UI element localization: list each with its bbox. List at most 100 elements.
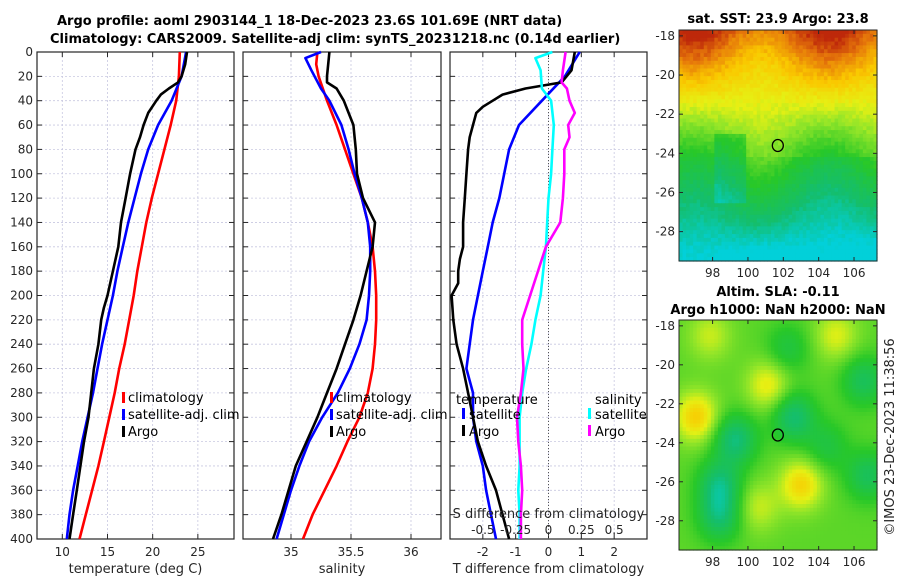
y-tick-label: 120: [10, 191, 33, 205]
series-line-temperature-argo: [68, 51, 189, 540]
secondary-x-tick-label: 0.25: [568, 523, 595, 537]
map-x-tick-label: 102: [772, 266, 795, 280]
map-x-tick-label: 100: [736, 266, 759, 280]
y-tick-label: 220: [10, 313, 33, 327]
map-y-tick-label: -28: [655, 514, 675, 528]
legend-swatch-s-satellite: [588, 408, 591, 419]
sst-map: [678, 29, 878, 262]
x-tick-label: 25: [190, 545, 205, 559]
x-tick-label: -1: [510, 545, 522, 559]
x-tick-label: 2: [610, 545, 618, 559]
y-tick-label: 340: [10, 459, 33, 473]
map-frame: [678, 29, 878, 262]
x-tick-label: 35: [283, 545, 298, 559]
series-line-salinity-satellite-adj: [275, 50, 372, 540]
legend-entry-label: climatology: [128, 391, 204, 406]
sst-map-title: sat. SST: 23.9 Argo: 23.8: [687, 12, 868, 27]
map-x-tick-label: 100: [736, 555, 759, 569]
map-x-tick-label: 102: [772, 555, 795, 569]
legend-swatch-s-argo: [588, 425, 591, 436]
y-tick-label: 80: [18, 142, 33, 156]
legend-entry-label: Argo: [595, 425, 625, 440]
legend-entry-label: Argo: [336, 425, 366, 440]
legend-entry-label: Argo: [469, 425, 499, 440]
y-tick-label: 360: [10, 483, 33, 497]
y-tick-label: 140: [10, 215, 33, 229]
map-y-tick-label: -28: [655, 225, 675, 239]
series-line-salinity-climatology: [301, 51, 378, 540]
y-tick-label: 380: [10, 508, 33, 522]
y-tick-label: 320: [10, 435, 33, 449]
x-tick-label: 1: [578, 545, 586, 559]
map-x-tick-label: 98: [705, 266, 720, 280]
series-line-diff-s-argo: [515, 51, 577, 539]
argo-location-marker: [771, 138, 784, 153]
sla-map-title-line1: Altim. SLA: -0.11: [716, 285, 839, 300]
map-y-tick-label: -26: [655, 185, 675, 199]
y-tick-label: 300: [10, 410, 33, 424]
legend-entry-label: satellite-adj. clim: [336, 408, 448, 423]
y-tick-label: 60: [18, 118, 33, 132]
y-tick-label: 200: [10, 289, 33, 303]
series-line-diff-t-satellite: [465, 51, 581, 540]
legend-title-temperature: temperature: [456, 393, 538, 408]
y-tick-label: 20: [18, 69, 33, 83]
series-line-diff-t-argo: [450, 51, 577, 540]
series-line-salinity-argo: [271, 51, 377, 540]
figure-title-line1: Argo profile: aoml 2903144_1 18-Dec-2023…: [57, 14, 563, 29]
sla-map: [678, 319, 878, 551]
legend-entry-label: satellite: [595, 408, 647, 423]
x-tick-label: 36: [403, 545, 418, 559]
map-y-tick-label: -24: [655, 146, 675, 160]
argo-location-marker: [771, 428, 784, 442]
y-tick-label: 240: [10, 337, 33, 351]
secondary-x-tick-label: -0.5: [471, 523, 494, 537]
legend-entry-label: Argo: [128, 425, 158, 440]
legend-swatch-2: [330, 426, 333, 437]
secondary-x-tick-label: 0: [545, 523, 553, 537]
secondary-axis-label: S difference from climatology: [453, 507, 645, 522]
legend-title-salinity: salinity: [595, 393, 642, 408]
map-x-tick-label: 104: [807, 555, 830, 569]
y-tick-label: 180: [10, 264, 33, 278]
x-tick-label: 35.5: [338, 545, 365, 559]
y-tick-label: 400: [10, 532, 33, 546]
x-axis-label: temperature (deg C): [69, 562, 203, 577]
map-frame: [678, 319, 878, 551]
legend-entry-label: satellite-adj. clim: [128, 408, 240, 423]
map-y-tick-label: -20: [655, 68, 675, 82]
map-y-tick-label: -18: [655, 319, 675, 333]
x-tick-label: 10: [55, 545, 70, 559]
y-tick-label: 260: [10, 362, 33, 376]
series-line-temperature-satellite-adj: [65, 51, 188, 540]
map-x-tick-label: 104: [807, 266, 830, 280]
legend-swatch-0: [122, 392, 125, 403]
legend-swatch-t-satellite: [462, 408, 465, 419]
map-y-tick-label: -18: [655, 29, 675, 43]
series-line-temperature-climatology: [78, 51, 182, 540]
map-y-tick-label: -22: [655, 397, 675, 411]
figure-title-line2: Climatology: CARS2009. Satellite-adj cli…: [50, 32, 621, 47]
legend-entry-label: climatology: [336, 391, 412, 406]
secondary-x-tick-label: 0.5: [605, 523, 624, 537]
y-tick-label: 280: [10, 386, 33, 400]
x-tick-label: 20: [145, 545, 160, 559]
y-tick-label: 40: [18, 94, 33, 108]
map-y-tick-label: -20: [655, 358, 675, 372]
x-tick-label: 15: [100, 545, 115, 559]
y-tick-label: 160: [10, 240, 33, 254]
copyright-credit: ©IMOS 23-Dec-2023 11:38:56: [883, 338, 898, 535]
legend-swatch-1: [122, 409, 125, 420]
profile-panel-salinity: [242, 51, 442, 540]
legend-swatch-t-argo: [462, 425, 465, 436]
sla-map-title-line2: Argo h1000: NaN h2000: NaN: [670, 303, 885, 318]
map-x-tick-label: 106: [843, 555, 866, 569]
map-y-tick-label: -22: [655, 107, 675, 121]
secondary-x-tick-label: -0.25: [500, 523, 531, 537]
y-tick-label: 100: [10, 167, 33, 181]
map-y-tick-label: -26: [655, 475, 675, 489]
x-tick-label: -2: [477, 545, 489, 559]
map-x-tick-label: 106: [843, 266, 866, 280]
x-axis-label: T difference from climatology: [452, 562, 645, 577]
